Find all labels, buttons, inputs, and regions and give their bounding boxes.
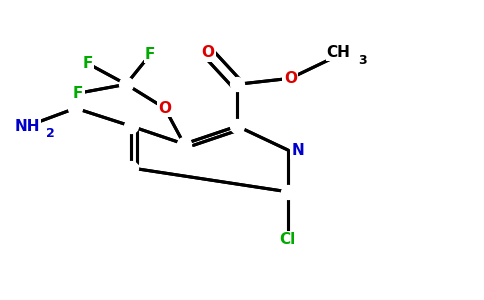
- Text: CH: CH: [327, 46, 350, 61]
- Text: N: N: [291, 142, 304, 158]
- Text: F: F: [82, 56, 93, 71]
- Text: O: O: [284, 71, 297, 86]
- Text: O: O: [202, 46, 215, 61]
- Text: F: F: [73, 86, 83, 101]
- Text: 2: 2: [46, 127, 55, 140]
- Text: NH: NH: [15, 118, 40, 134]
- Text: F: F: [145, 47, 155, 62]
- Text: O: O: [158, 101, 171, 116]
- Text: Cl: Cl: [280, 232, 296, 247]
- Text: 3: 3: [358, 54, 367, 67]
